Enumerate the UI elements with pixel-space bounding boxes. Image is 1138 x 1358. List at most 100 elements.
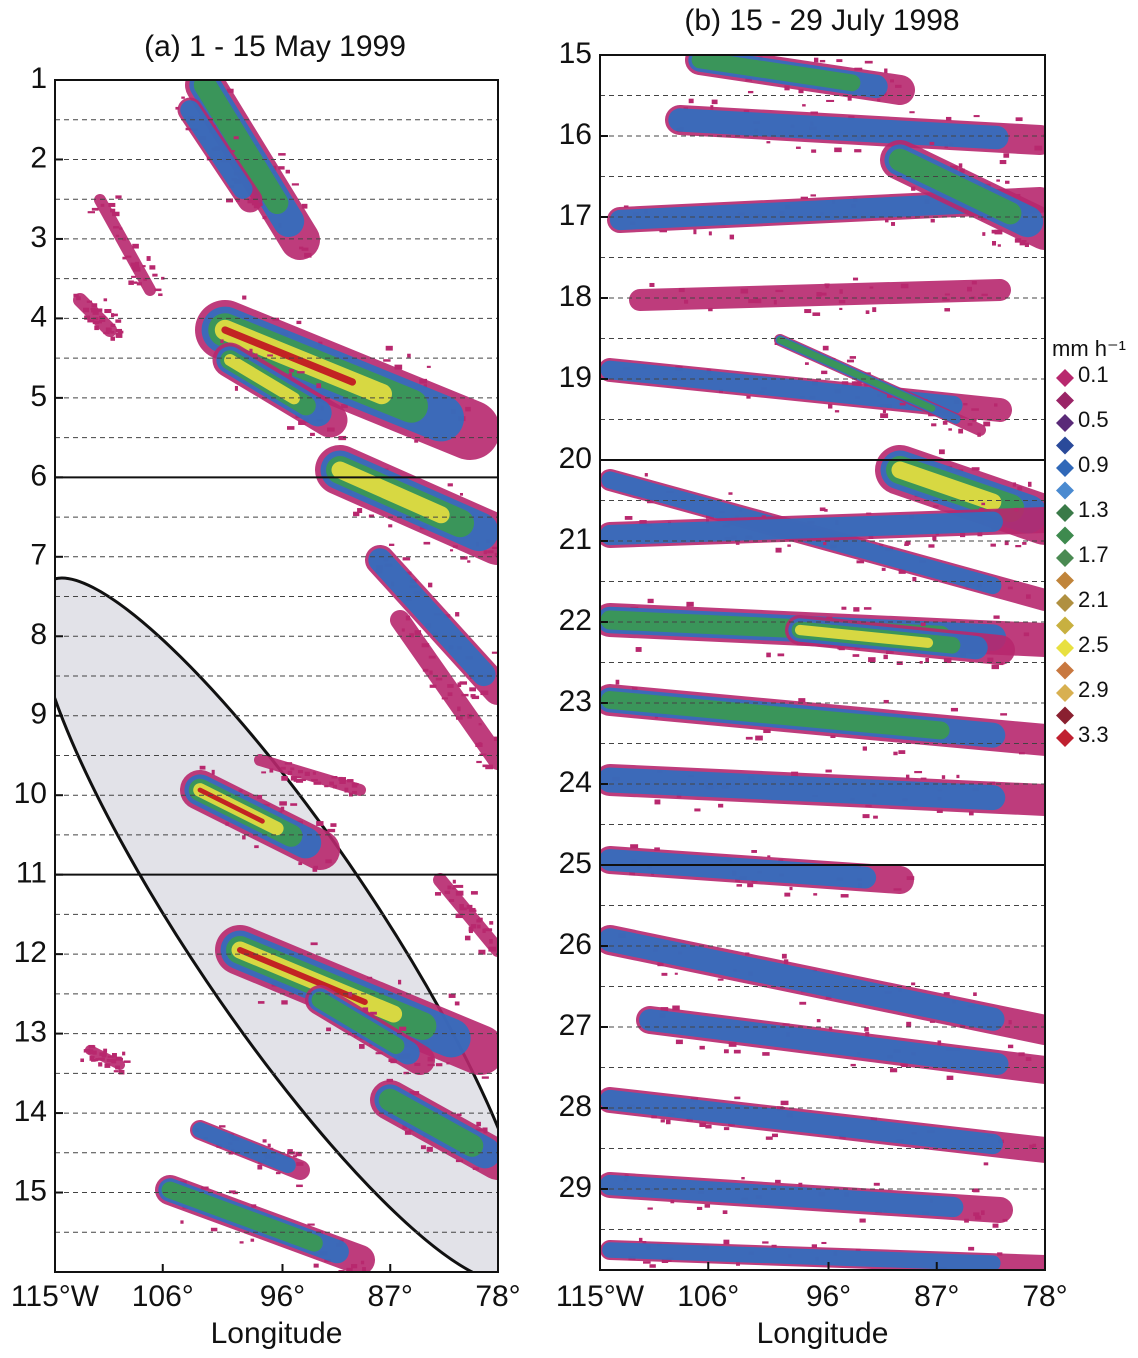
rain-speck bbox=[747, 90, 754, 94]
rain-speck bbox=[812, 312, 821, 316]
rain-speck bbox=[863, 607, 872, 610]
rain-speck bbox=[993, 615, 1000, 619]
rain-speck bbox=[146, 256, 151, 261]
legend-title: mm h⁻¹ bbox=[1052, 336, 1126, 361]
plot-frame bbox=[599, 54, 1046, 1271]
y-tick-label: 15 bbox=[559, 37, 592, 70]
rain-speck bbox=[285, 169, 290, 174]
rain-speck bbox=[426, 1146, 433, 1152]
rain-speck bbox=[347, 779, 354, 783]
rain-speck bbox=[301, 203, 308, 209]
rain-speck bbox=[104, 308, 112, 314]
rain-speck bbox=[784, 892, 791, 897]
rain-streak bbox=[794, 624, 934, 648]
rain-speck bbox=[909, 111, 915, 114]
rain-speck bbox=[290, 803, 298, 806]
rain-speck bbox=[448, 993, 456, 998]
rain-speck bbox=[747, 883, 754, 888]
rain-speck bbox=[359, 1044, 365, 1049]
rain-speck bbox=[647, 1207, 653, 1210]
rain-speck bbox=[506, 1127, 514, 1129]
rain-speck bbox=[956, 774, 960, 779]
rain-speck bbox=[362, 1007, 369, 1012]
rain-speck bbox=[326, 1027, 332, 1032]
rain-speck bbox=[705, 1124, 712, 1129]
rain-speck bbox=[767, 855, 771, 858]
rain-speck bbox=[110, 336, 116, 341]
rain-speck bbox=[781, 953, 787, 959]
rain-speck bbox=[111, 1053, 117, 1058]
rain-speck bbox=[623, 205, 629, 208]
rain-speck bbox=[699, 1122, 707, 1128]
rain-speck bbox=[158, 293, 163, 297]
rain-speck bbox=[288, 368, 294, 373]
rain-speck bbox=[399, 1026, 407, 1031]
rain-speck bbox=[1049, 594, 1056, 596]
rain-speck bbox=[370, 1011, 377, 1015]
x-tick-label: 115°W bbox=[11, 1280, 100, 1313]
rain-speck bbox=[883, 654, 888, 660]
rain-speck bbox=[813, 57, 819, 63]
rain-speck bbox=[943, 992, 950, 996]
legend-swatch bbox=[1056, 369, 1074, 387]
rain-speck bbox=[942, 421, 948, 425]
x-tick-label: 78° bbox=[475, 1280, 520, 1313]
rain-speck bbox=[87, 319, 95, 323]
rain-speck bbox=[745, 736, 753, 740]
rain-speck bbox=[242, 835, 246, 840]
rain-speck bbox=[852, 277, 859, 281]
rain-speck bbox=[485, 764, 494, 770]
rain-speck bbox=[455, 612, 460, 617]
rain-speck bbox=[824, 508, 828, 512]
rain-speck bbox=[854, 149, 862, 153]
rain-speck bbox=[905, 1273, 911, 1277]
rain-speck bbox=[643, 1261, 651, 1264]
rain-streak bbox=[192, 1122, 296, 1173]
rain-speck bbox=[219, 1125, 226, 1128]
y-tick-label: 20 bbox=[559, 442, 592, 475]
rain-speck bbox=[249, 348, 253, 354]
y-tick-label: 10 bbox=[14, 777, 47, 810]
rain-speck bbox=[635, 647, 642, 652]
rain-speck bbox=[638, 1237, 643, 1243]
rain-speck bbox=[1014, 238, 1022, 243]
rain-speck bbox=[133, 281, 138, 284]
rain-speck bbox=[931, 423, 937, 427]
rain-speck bbox=[766, 652, 771, 658]
rain-speck bbox=[717, 978, 724, 981]
y-tick-label: 9 bbox=[30, 698, 47, 731]
rain-speck bbox=[948, 428, 952, 431]
x-tick-label: 106° bbox=[677, 1280, 739, 1313]
rain-speck bbox=[864, 1027, 869, 1032]
rain-streak bbox=[639, 1009, 1009, 1075]
rain-speck bbox=[1015, 545, 1022, 548]
rain-speck bbox=[103, 298, 108, 302]
rain-speck bbox=[91, 1059, 96, 1062]
rain-speck bbox=[471, 695, 480, 700]
rain-streak bbox=[600, 1174, 964, 1218]
rain-speck bbox=[115, 328, 123, 333]
rain-speck bbox=[301, 778, 306, 782]
rain-speck bbox=[199, 765, 206, 770]
rain-speck bbox=[218, 72, 222, 76]
rain-speck bbox=[766, 141, 771, 144]
rain-streak bbox=[601, 691, 950, 740]
rain-speck bbox=[761, 515, 766, 518]
rain-speck bbox=[113, 1070, 119, 1073]
rain-speck bbox=[1003, 153, 1010, 158]
x-tick-label: 106° bbox=[132, 1280, 194, 1313]
rain-speck bbox=[899, 402, 906, 406]
rain-speck bbox=[991, 240, 997, 246]
rain-speck bbox=[983, 1162, 989, 1166]
y-tick-label: 4 bbox=[30, 300, 47, 333]
rain-speck bbox=[811, 1244, 817, 1248]
x-tick-label: 87° bbox=[368, 1280, 413, 1313]
rain-speck bbox=[89, 1055, 95, 1061]
y-tick-label: 18 bbox=[559, 280, 592, 313]
rain-speck bbox=[375, 1052, 383, 1055]
rain-speck bbox=[116, 1056, 122, 1060]
rain-speck bbox=[459, 492, 464, 496]
rain-speck bbox=[884, 68, 888, 73]
rain-speck bbox=[407, 353, 411, 358]
